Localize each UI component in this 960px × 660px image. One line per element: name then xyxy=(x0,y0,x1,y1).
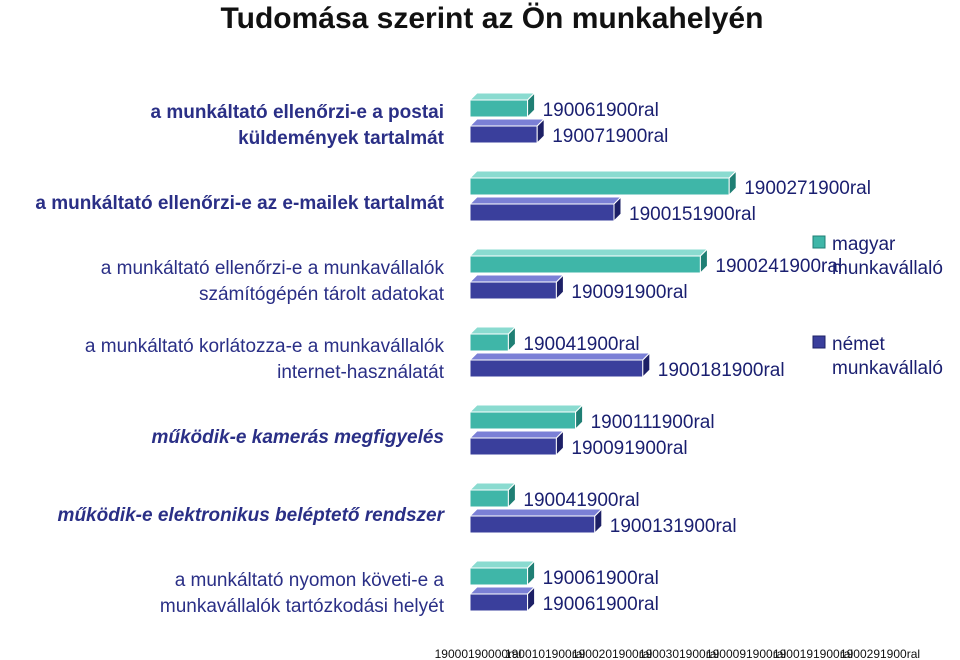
category-label-1-line-0: a munkáltató ellenőrzi-e az e-mailek tar… xyxy=(35,193,444,214)
legend-label-1-line-0: német xyxy=(832,334,886,355)
bar-magyar-6 xyxy=(468,559,536,587)
data-label-nemet-0: 190071900ral xyxy=(552,126,668,147)
bars-group xyxy=(468,91,738,613)
x-tick-0: 19000190000ral xyxy=(435,647,522,660)
data-label-nemet-1: 1900151900ral xyxy=(629,204,756,225)
chart-title: Tudomása szerint az Ön munkahelyén xyxy=(221,2,764,35)
data-labels: 190061900ral 190071900ral 1900271900ral 190… xyxy=(523,100,871,615)
data-label-magyar-2: 1900241900ral xyxy=(715,256,842,277)
category-label-3-line-0: a munkáltató korlátozza-e a munkavállaló… xyxy=(85,336,445,357)
category-labels: a munkáltató ellenőrzi-e a postai küldemé… xyxy=(35,102,445,617)
legend-label-0-line-1: munkavállaló xyxy=(832,258,943,279)
legend-label-1-line-1: munkavállaló xyxy=(832,358,943,379)
bar-magyar-0 xyxy=(468,91,536,119)
category-label-6-line-0: a munkáltató nyomon követi-e a xyxy=(175,570,445,591)
x-tick-4: 1900091900ral xyxy=(706,647,786,660)
bar-magyar-5 xyxy=(468,481,517,509)
legend: magyar munkavállaló német munkavállaló xyxy=(812,234,943,379)
x-tick-3: 1900301900ral xyxy=(639,647,719,660)
category-label-4-line-0: működik-e kamerás megfigyelés xyxy=(151,427,444,448)
category-label-0-line-1: küldemények tartalmát xyxy=(238,128,445,149)
bar-nemet-4 xyxy=(468,429,565,457)
data-label-nemet-6: 190061900ral xyxy=(543,594,659,615)
data-label-nemet-2: 190091900ral xyxy=(571,282,687,303)
bar-nemet-6 xyxy=(468,585,536,613)
bar-nemet-1 xyxy=(468,195,623,223)
bar-magyar-4 xyxy=(468,403,584,431)
x-tick-1: 1900101900ral xyxy=(505,647,585,660)
data-label-magyar-3: 190041900ral xyxy=(523,334,639,355)
category-label-5-line-0: működik-e elektronikus beléptető rendsze… xyxy=(58,505,446,526)
data-label-nemet-3: 1900181900ral xyxy=(658,360,785,381)
category-label-2-line-1: számítógépén tárolt adatokat xyxy=(199,284,445,305)
legend-swatch-1 xyxy=(812,335,826,349)
category-label-3-line-1: internet-használatát xyxy=(277,362,445,383)
x-tick-labels: 19000190000ral1900101900ral1900201900ral… xyxy=(435,647,920,660)
data-label-magyar-1: 1900271900ral xyxy=(744,178,871,199)
category-label-0-line-0: a munkáltató ellenőrzi-e a postai xyxy=(150,102,444,123)
bar-magyar-1 xyxy=(468,169,738,197)
bar-nemet-2 xyxy=(468,273,565,301)
x-tick-6: 1900291900ral xyxy=(840,647,920,660)
legend-swatch-0 xyxy=(812,235,826,249)
x-tick-2: 1900201900ral xyxy=(572,647,652,660)
data-label-magyar-0: 190061900ral xyxy=(543,100,659,121)
bar-magyar-2 xyxy=(468,247,709,275)
category-label-2-line-0: a munkáltató ellenőrzi-e a munkavállalók xyxy=(101,258,445,279)
legend-label-0-line-0: magyar xyxy=(832,234,896,255)
data-label-magyar-6: 190061900ral xyxy=(543,568,659,589)
bar-nemet-3 xyxy=(468,351,652,379)
data-label-magyar-5: 190041900ral xyxy=(523,490,639,511)
bar-magyar-3 xyxy=(468,325,517,353)
data-label-magyar-4: 1900111900ral xyxy=(591,412,715,433)
data-label-nemet-5: 1900131900ral xyxy=(610,516,737,537)
x-tick-5: 1900191900ral xyxy=(773,647,853,660)
bar-nemet-0 xyxy=(468,117,546,145)
category-label-6-line-1: munkavállalók tartózkodási helyét xyxy=(160,596,445,617)
data-label-nemet-4: 190091900ral xyxy=(571,438,687,459)
bar-nemet-5 xyxy=(468,507,604,535)
